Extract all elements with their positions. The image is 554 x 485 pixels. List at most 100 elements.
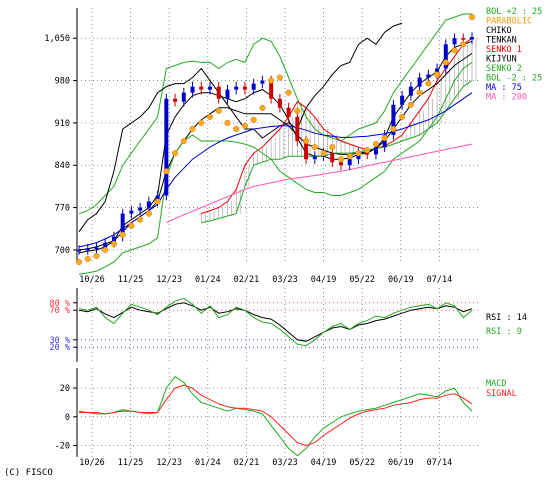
candle-body (295, 116, 300, 142)
sar-dot (215, 107, 222, 114)
sar-dot (285, 89, 292, 96)
series-line-signal (79, 384, 473, 447)
candle-body (181, 92, 186, 102)
sar-dot (460, 41, 467, 48)
y-tick-label: 0 (65, 413, 70, 423)
sar-dot (320, 150, 327, 157)
rsi-panel: 80 %70 % 30 %20 % RSI : 14 RSI : 9 (50, 288, 527, 362)
sar-dot (442, 59, 449, 66)
candle-body (269, 80, 274, 99)
candle-body (164, 98, 169, 196)
x-tick-label: 01/24 (195, 458, 221, 468)
sar-dot (206, 113, 214, 120)
candle-body (85, 248, 90, 251)
sar-dot (128, 222, 135, 229)
candle-body (216, 86, 221, 99)
sar-dot (93, 252, 100, 260)
sar-dot (372, 141, 379, 148)
candle-body (391, 104, 396, 135)
series-line-chiko (78, 22, 403, 233)
sar-dot (355, 150, 362, 157)
sar-dot (84, 255, 91, 263)
x-tick-label: 06/19 (388, 458, 414, 468)
series-line-ma-200 (166, 143, 473, 224)
candle-body (304, 141, 309, 160)
y-tick-label: 20 % (50, 343, 70, 353)
y-tick-label: 910 (55, 119, 70, 129)
sar-dot (294, 107, 301, 114)
candle-body (138, 207, 143, 211)
x-tick-label: 02/21 (234, 458, 260, 468)
x-tick-label: 03/23 (272, 275, 298, 285)
y-tick-label: 700 (55, 246, 70, 256)
series-line-rsi-14 (78, 302, 473, 342)
sar-dot (468, 14, 476, 21)
x-tick-label: 02/21 (234, 275, 260, 285)
candle-body (251, 83, 256, 90)
copyright-text: (C) FISCO (4, 468, 53, 478)
price-panel: 1,050 980 910 840 770 700 10/26 11/25 12/23 01/24… (44, 7, 542, 285)
candle-body (286, 107, 291, 117)
sar-dot (75, 258, 83, 266)
sar-dot (303, 137, 310, 145)
y-tick-label: 840 (55, 161, 70, 171)
candle-body (94, 247, 99, 249)
candle-body (103, 242, 108, 248)
series-line-ma-75 (78, 92, 473, 248)
series-line-rsi-9 (78, 297, 473, 347)
candle-body (470, 37, 474, 40)
x-tick-label: 07/14 (427, 458, 453, 468)
candle-body (129, 210, 134, 214)
legend-rsi-9: RSI : 9 (486, 327, 522, 337)
legend-ma-200: MA : 200 (486, 93, 527, 103)
legend-tenkan: TENKAN (486, 36, 517, 46)
y-tick-label: 80 % (50, 299, 70, 309)
series-line-senko-2 (201, 80, 473, 224)
candle-body (260, 80, 265, 84)
candle-body (339, 162, 343, 166)
x-tick-label: 11/25 (118, 275, 144, 285)
legend-senko-1: SENKO 1 (486, 45, 522, 55)
sar-dot (346, 153, 353, 160)
sar-dot (337, 156, 345, 163)
series-line-tenkan (78, 40, 473, 254)
x-tick-label: 01/24 (195, 275, 221, 285)
sar-dot (241, 122, 248, 129)
x-tick-label: 04/19 (311, 458, 337, 468)
candle-body (277, 98, 282, 108)
sar-dot (434, 71, 441, 78)
candle-body (146, 201, 151, 208)
legend-ma-75: MA : 75 (486, 83, 522, 93)
sar-dot (416, 89, 423, 96)
candle-body (452, 38, 457, 45)
candle-body (417, 77, 422, 87)
candle-body (225, 89, 230, 99)
legend-kijyun: KIJYUN (486, 55, 517, 65)
y-tick-label: 980 (55, 77, 70, 87)
sar-dot (329, 144, 336, 151)
sar-dot (110, 240, 117, 247)
candle-body (312, 156, 317, 160)
legend-bol-2-25: BOL +2 : 25 (486, 7, 542, 17)
sar-dot (425, 80, 432, 87)
sar-dot (198, 119, 205, 126)
candle-body (443, 44, 448, 69)
candle-body (400, 95, 405, 105)
sar-dot (407, 101, 414, 108)
x-tick-label: 10/26 (79, 275, 105, 285)
sar-dot (145, 210, 152, 217)
candle-body (408, 86, 413, 96)
candle-body (77, 249, 81, 252)
candle-body (373, 147, 378, 155)
candle-body (365, 153, 370, 155)
x-tick-label: 10/26 (79, 458, 105, 468)
candle-body (234, 86, 239, 90)
x-tick-label: 04/19 (311, 275, 337, 285)
series-line-macd (78, 375, 473, 457)
legend-chiko: CHIKO (486, 26, 512, 36)
sar-dot (268, 77, 275, 84)
legend-parabolic: PARABOLIC (486, 17, 532, 27)
sar-dot (381, 134, 388, 142)
x-tick-label: 07/14 (427, 275, 453, 285)
y-tick-label: -20 (55, 442, 70, 452)
